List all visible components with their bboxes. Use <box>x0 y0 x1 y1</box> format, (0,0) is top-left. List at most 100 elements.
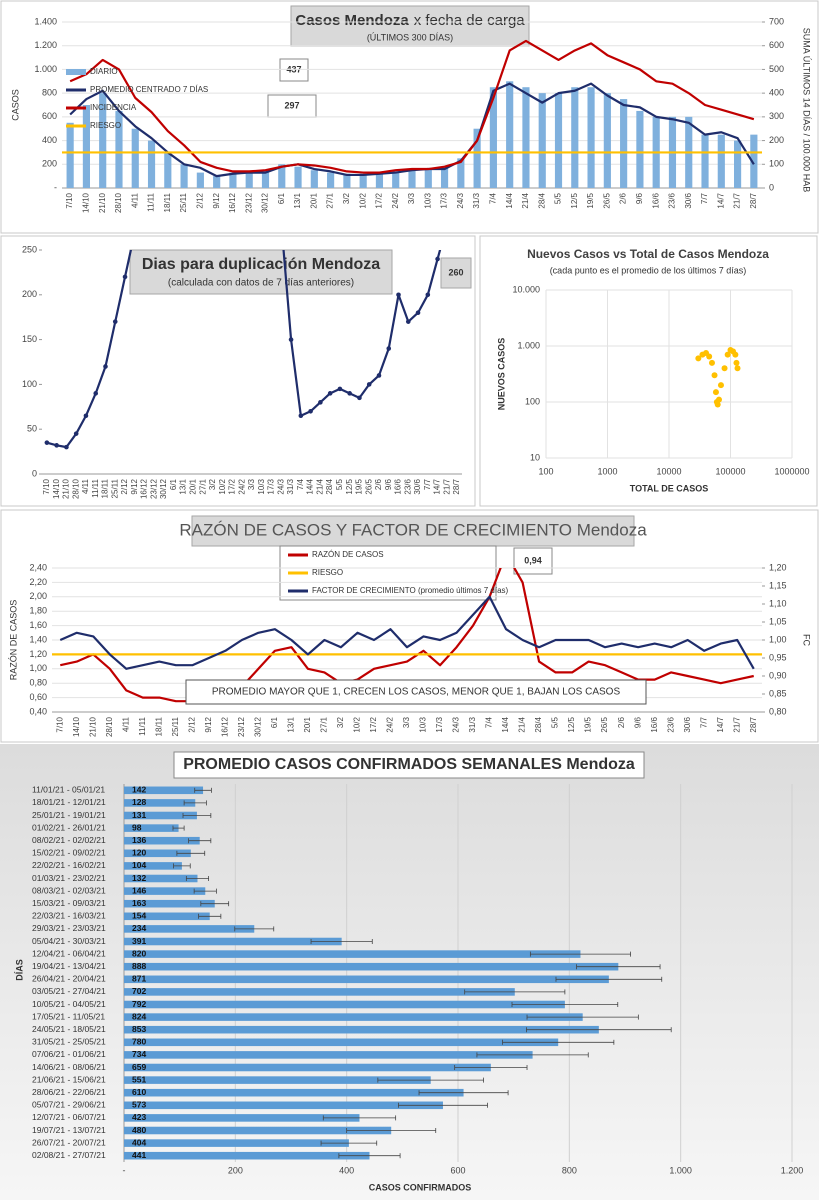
bar <box>522 87 530 188</box>
bar <box>603 93 611 188</box>
marker <box>44 440 50 445</box>
bar <box>196 172 204 188</box>
value-label: 142 <box>132 785 146 795</box>
x-tick-label: 7/7 <box>699 716 708 728</box>
bar <box>408 170 416 188</box>
value-label: 480 <box>132 1125 146 1135</box>
x-tick-label: 21/4 <box>518 716 527 732</box>
x-tick-label: 28/7 <box>749 716 758 732</box>
bar <box>554 93 563 188</box>
bar <box>359 173 367 188</box>
x-tick-label: 100 <box>538 466 553 476</box>
value-label: 104 <box>132 860 146 870</box>
bar <box>245 172 253 188</box>
value-label: 792 <box>132 999 146 1009</box>
value-label: 659 <box>132 1062 146 1072</box>
marker <box>425 292 431 298</box>
panel <box>0 744 819 1200</box>
bar <box>124 1151 370 1160</box>
value-label: 888 <box>132 961 146 971</box>
y-tick-label: 100 <box>22 379 37 389</box>
x-tick-label: 26/5 <box>364 478 373 494</box>
x-tick-label: 19/5 <box>586 192 595 208</box>
x-tick-label: 23/6 <box>403 478 412 494</box>
y-tick-label: 15/03/21 - 09/03/21 <box>32 898 106 908</box>
legend-label: PROMEDIO CENTRADO 7 DÍAS <box>90 85 208 94</box>
marker <box>337 386 343 392</box>
x-tick-label: 28/7 <box>749 192 758 208</box>
y2-tick-label: 1,05 <box>769 616 787 626</box>
bar <box>124 786 204 795</box>
y-tick-label: 1,40 <box>29 634 47 644</box>
y2-tick-label: 0 <box>769 182 774 192</box>
y-tick-label: 19/04/21 - 13/04/21 <box>32 961 106 971</box>
x-tick-label: 17/3 <box>435 716 444 732</box>
x-tick-label: 4/11 <box>81 478 90 494</box>
marker <box>415 310 421 316</box>
annotation: 260 <box>448 267 463 277</box>
y-tick-label: 10/05/21 - 04/05/21 <box>32 999 106 1009</box>
bar <box>278 164 286 188</box>
marker <box>435 256 440 262</box>
bar <box>66 122 74 188</box>
x-tick-label: 5/5 <box>551 716 560 728</box>
x-tick-label: 23/12 <box>237 716 246 737</box>
value-label: 734 <box>132 1049 146 1059</box>
bar <box>734 140 742 188</box>
marker <box>357 395 362 401</box>
marker <box>122 274 128 280</box>
x-tick-label: 9/12 <box>212 192 221 208</box>
x-tick-label: 30/6 <box>684 192 693 208</box>
chart-title: Nuevos Casos vs Total de Casos Mendoza <box>527 247 769 261</box>
bar <box>310 170 318 188</box>
bar <box>375 172 384 188</box>
point <box>721 365 728 372</box>
y-tick-label: 150 <box>22 334 37 344</box>
y-tick-label: 1,60 <box>29 620 47 630</box>
bar <box>124 799 196 807</box>
x-tick-label: 25/11 <box>110 478 119 498</box>
x-tick-label: 7/4 <box>489 192 498 204</box>
marker <box>288 337 294 342</box>
value-label: 132 <box>132 873 146 883</box>
bar <box>636 110 644 188</box>
title-rest: x fecha de carga <box>414 12 526 29</box>
y-axis-title: RAZÓN DE CASOS <box>8 600 18 681</box>
bar <box>229 172 237 188</box>
x-tick-label: 28/4 <box>534 716 543 732</box>
bar <box>506 81 514 188</box>
x-tick-label: 14/10 <box>82 192 91 213</box>
y2-tick-label: 200 <box>769 135 784 145</box>
y-tick-label: 250 <box>22 244 37 254</box>
x-tick-label: 24/3 <box>276 478 285 494</box>
bar <box>343 173 351 188</box>
chart-title: RAZÓN DE CASOS Y FACTOR DE CRECIMIENTO M… <box>179 520 647 539</box>
x-tick-label: 14/4 <box>501 716 510 732</box>
y-tick-label: 1.400 <box>34 16 57 26</box>
marker <box>318 400 323 405</box>
marker <box>54 443 59 448</box>
y2-tick-label: 700 <box>769 16 784 26</box>
x-tick-label: 28/10 <box>71 478 80 499</box>
x-tick-label: 4/11 <box>130 192 139 208</box>
title-box <box>173 751 645 779</box>
x-tick-label: 16/6 <box>650 716 659 732</box>
x-tick-label: 10/3 <box>419 716 428 732</box>
x-tick-label: 9/12 <box>204 716 213 732</box>
x-tick-label: 10/3 <box>257 478 266 494</box>
y-axis-title: CASOS <box>10 89 20 121</box>
x-tick-label: 14/4 <box>306 478 315 494</box>
bar <box>489 87 497 188</box>
plot-area <box>44 250 442 450</box>
x-tick-label: 7/10 <box>65 192 74 208</box>
y-tick-label: 17/05/21 - 11/05/21 <box>32 1011 105 1021</box>
subtitle: (ÚLTIMOS 300 DÍAS) <box>367 32 453 42</box>
x-tick-label: 31/3 <box>468 716 477 732</box>
x-tick-label: 7/10 <box>55 716 64 732</box>
x-tick-label: 2/6 <box>374 478 383 490</box>
bar <box>124 874 198 883</box>
annotation-box <box>513 547 553 575</box>
bar <box>124 1000 565 1009</box>
y-tick-label: 08/03/21 - 02/03/21 <box>32 885 106 895</box>
